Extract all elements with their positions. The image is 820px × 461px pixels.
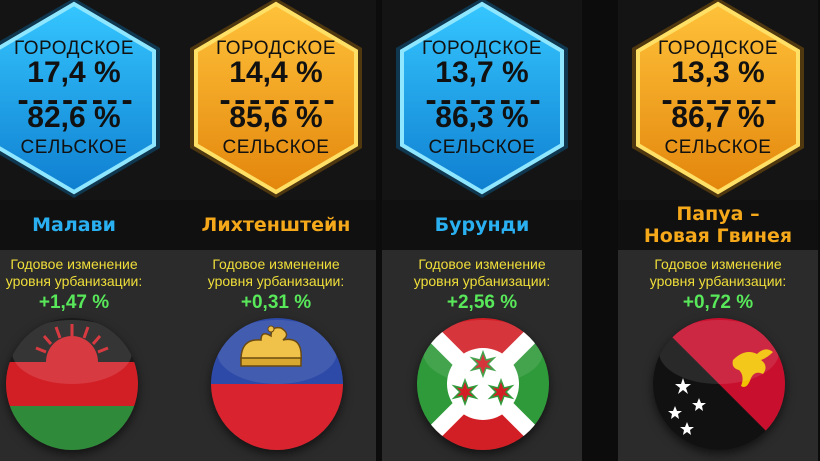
divider: -------- [14,84,136,117]
annual-change-label-line2: уровня урбанизации: [207,273,345,289]
country-name: Папуа – Новая Гвинея [618,203,818,247]
country-name-bar [618,200,818,250]
country-name-bar [176,200,376,250]
urbanization-hexagon: ГОРОДСКОЕ 13,3 % -------- 86,7 % СЕЛЬСКО… [628,0,808,202]
annual-change-label: Годовое изменение уровня урбанизации: [382,256,582,290]
rural-percent: 86,3 % [435,101,529,134]
rural-label: СЕЛЬСКОЕ [428,137,536,158]
annual-change-label-line1: Годовое изменение [418,256,546,272]
rural-label: СЕЛЬСКОЕ [222,137,330,158]
urban-percent: 17,4 % [27,56,121,89]
annual-change-label: Годовое изменение уровня урбанизации: [618,256,818,290]
country-name-bar [0,200,176,250]
urban-label: ГОРОДСКОЕ [657,38,778,59]
divider: -------- [216,84,338,117]
burundi-flag-icon [417,318,549,450]
country-name: Бурунди [434,214,530,236]
rural-percent: 82,6 % [27,101,121,134]
rural-label: СЕЛЬСКОЕ [664,137,772,158]
divider: -------- [658,84,780,117]
annual-change-label-line1: Годовое изменение [10,256,138,272]
annual-change-label-line1: Годовое изменение [212,256,340,272]
urban-label: ГОРОДСКОЕ [215,38,336,59]
country-card-liechtenstein: ГОРОДСКОЕ 14,4 % -------- 85,6 % СЕЛЬСКО… [176,0,376,461]
crown-icon [240,325,302,367]
urban-label: ГОРОДСКОЕ [13,38,134,59]
rural-label: СЕЛЬСКОЕ [20,137,128,158]
liechtenstein-flag-icon [211,318,343,450]
country-name-line2: Новая Гвинея [643,225,793,247]
urbanization-hexagon: ГОРОДСКОЕ 14,4 % -------- 85,6 % СЕЛЬСКО… [186,0,366,202]
urbanization-hexagon: ГОРОДСКОЕ 13,7 % -------- 86,3 % СЕЛЬСКО… [392,0,572,202]
urban-percent: 13,3 % [671,56,765,89]
annual-change-value: +0,72 % [682,292,754,313]
country-card-papua-new-guinea: ГОРОДСКОЕ 13,3 % -------- 86,7 % СЕЛЬСКО… [618,0,818,461]
urbanization-hexagon: ГОРОДСКОЕ 17,4 % -------- 82,6 % СЕЛЬСКО… [0,0,164,202]
annual-change-label-line2: уровня урбанизации: [413,273,551,289]
country-name: Малави [32,214,116,236]
malawi-flag-icon [6,318,138,450]
annual-change-value: +2,56 % [446,292,518,313]
urban-percent: 13,7 % [435,56,529,89]
country-name: Лихтенштейн [201,214,351,236]
annual-change-value: +1,47 % [38,292,110,313]
annual-change-label: Годовое изменение уровня урбанизации: [0,256,176,290]
annual-change-label-line2: уровня урбанизации: [649,273,787,289]
bird-of-paradise-icon [732,349,773,387]
annual-change-label: Годовое изменение уровня урбанизации: [176,256,376,290]
country-name-line1: Папуа – [676,203,760,225]
divider: -------- [422,84,544,117]
papua-new-guinea-flag-icon [653,318,785,450]
urban-percent: 14,4 % [229,56,323,89]
annual-change-label-line1: Годовое изменение [654,256,782,272]
annual-change-value: +0,31 % [240,292,312,313]
country-card-burundi: ГОРОДСКОЕ 13,7 % -------- 86,3 % СЕЛЬСКО… [382,0,582,461]
rural-percent: 86,7 % [671,101,765,134]
country-card-malawi: ГОРОДСКОЕ 17,4 % -------- 82,6 % СЕЛЬСКО… [0,0,176,461]
urban-label: ГОРОДСКОЕ [421,38,542,59]
annual-change-label-line2: уровня урбанизации: [5,273,143,289]
rural-percent: 85,6 % [229,101,323,134]
country-name-bar [382,200,582,250]
